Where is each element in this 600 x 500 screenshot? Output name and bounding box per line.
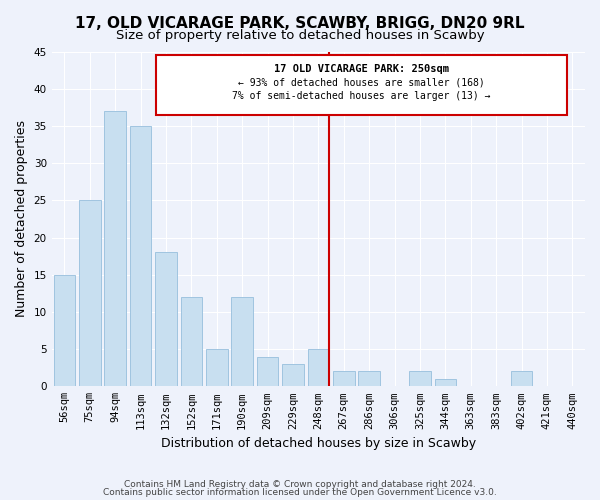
Bar xyxy=(79,200,101,386)
Bar xyxy=(181,297,202,386)
Bar xyxy=(358,372,380,386)
Text: Contains HM Land Registry data © Crown copyright and database right 2024.: Contains HM Land Registry data © Crown c… xyxy=(124,480,476,489)
Bar xyxy=(53,274,75,386)
Bar xyxy=(511,372,532,386)
Bar xyxy=(206,349,227,387)
Bar xyxy=(232,297,253,386)
Bar xyxy=(333,372,355,386)
Text: Contains public sector information licensed under the Open Government Licence v3: Contains public sector information licen… xyxy=(103,488,497,497)
Text: Size of property relative to detached houses in Scawby: Size of property relative to detached ho… xyxy=(116,29,484,42)
Y-axis label: Number of detached properties: Number of detached properties xyxy=(15,120,28,318)
Bar xyxy=(282,364,304,386)
Bar xyxy=(104,111,126,386)
X-axis label: Distribution of detached houses by size in Scawby: Distribution of detached houses by size … xyxy=(161,437,476,450)
Bar xyxy=(130,126,151,386)
Text: ← 93% of detached houses are smaller (168): ← 93% of detached houses are smaller (16… xyxy=(238,78,485,88)
Bar xyxy=(434,379,456,386)
Bar xyxy=(409,372,431,386)
Text: 7% of semi-detached houses are larger (13) →: 7% of semi-detached houses are larger (1… xyxy=(232,91,491,101)
Text: 17, OLD VICARAGE PARK, SCAWBY, BRIGG, DN20 9RL: 17, OLD VICARAGE PARK, SCAWBY, BRIGG, DN… xyxy=(75,16,525,31)
Text: 17 OLD VICARAGE PARK: 250sqm: 17 OLD VICARAGE PARK: 250sqm xyxy=(274,64,449,74)
Bar xyxy=(257,356,278,386)
FancyBboxPatch shape xyxy=(156,55,567,114)
Bar xyxy=(155,252,177,386)
Bar xyxy=(308,349,329,387)
